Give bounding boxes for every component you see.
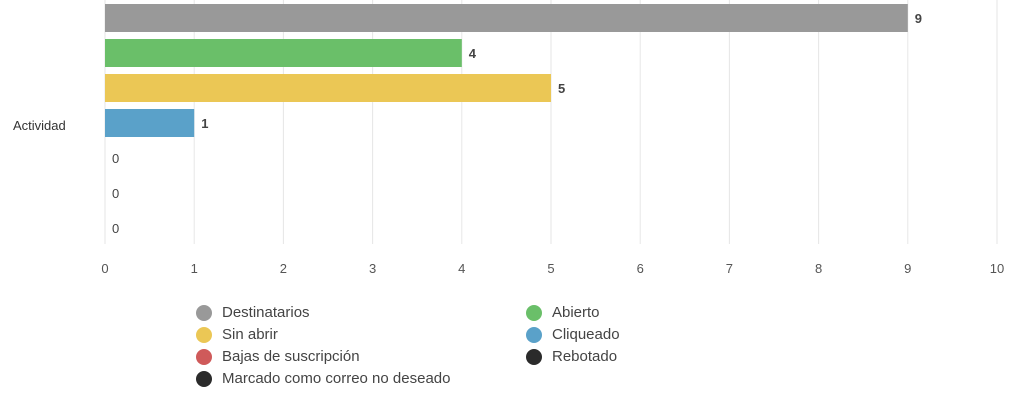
x-tick-label: 10 [990, 261, 1004, 276]
x-tick-label: 2 [280, 261, 287, 276]
legend-item[interactable]: Destinatarios [196, 304, 310, 321]
bars: 9 4 5 1 0 0 0 [105, 4, 922, 236]
legend-swatch-icon [526, 348, 542, 365]
data-label: 5 [558, 81, 565, 96]
bar-sin-abrir [105, 74, 551, 102]
x-tick-label: 9 [904, 261, 911, 276]
x-tick-label: 3 [369, 261, 376, 276]
data-label: 1 [201, 116, 208, 131]
category-label: Actividad [13, 118, 66, 133]
legend-label: Bajas de suscripción [222, 348, 360, 365]
x-tick-label: 8 [815, 261, 822, 276]
x-tick-label: 0 [101, 261, 108, 276]
legend-item[interactable]: Rebotado [526, 348, 617, 365]
legend-item[interactable]: Sin abrir [196, 326, 278, 343]
legend-swatch-icon [196, 370, 212, 387]
data-label: 4 [469, 46, 477, 61]
legend-label: Destinatarios [222, 304, 310, 321]
legend-swatch-icon [526, 326, 542, 343]
x-tick-label: 6 [637, 261, 644, 276]
data-label: 9 [915, 11, 922, 26]
legend-label: Rebotado [552, 348, 618, 365]
legend-item[interactable]: Cliqueado [526, 326, 620, 343]
legend-item[interactable]: Abierto [526, 304, 600, 321]
data-label: 0 [112, 186, 119, 201]
legend-swatch-icon [196, 326, 212, 343]
legend-label: Cliqueado [552, 326, 620, 343]
legend-item[interactable]: Bajas de suscripción [196, 348, 360, 365]
legend-label: Marcado como correo no deseado [222, 370, 451, 387]
bar-abierto [105, 39, 462, 67]
legend-swatch-icon [526, 304, 542, 321]
x-tick-label: 5 [547, 261, 554, 276]
legend-item[interactable]: Marcado como correo no deseado [196, 370, 450, 387]
legend-swatch-icon [196, 304, 212, 321]
legend-label: Sin abrir [222, 326, 278, 343]
grid-lines [104, 0, 998, 244]
data-label: 0 [112, 151, 119, 166]
data-label: 0 [112, 221, 119, 236]
x-tick-label: 7 [726, 261, 733, 276]
x-axis: 0 1 2 3 4 5 6 7 8 9 10 [101, 261, 1004, 276]
bar-cliqueado [105, 109, 195, 137]
bar-destinatarios [105, 4, 908, 32]
legend-label: Abierto [552, 304, 600, 321]
legend-swatch-icon [196, 348, 212, 365]
x-tick-label: 4 [458, 261, 465, 276]
x-tick-label: 1 [191, 261, 198, 276]
